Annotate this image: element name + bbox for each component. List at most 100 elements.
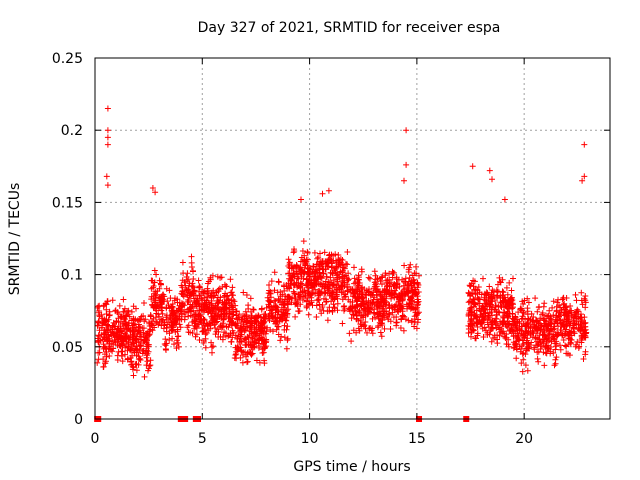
data-point xyxy=(184,278,191,284)
data-point xyxy=(241,313,248,320)
data-point xyxy=(560,337,567,343)
data-point xyxy=(362,325,369,332)
data-point xyxy=(510,301,516,308)
data-point xyxy=(106,340,113,347)
data-point xyxy=(271,287,278,294)
data-point xyxy=(561,300,568,307)
data-point xyxy=(500,289,507,296)
data-point xyxy=(516,326,523,333)
data-point xyxy=(147,313,154,320)
data-point xyxy=(96,308,103,314)
data-point xyxy=(573,297,580,304)
data-point xyxy=(510,275,516,282)
data-point xyxy=(471,303,477,310)
data-point xyxy=(407,261,414,268)
data-point xyxy=(181,288,188,294)
data-point xyxy=(103,173,110,180)
data-point xyxy=(571,330,578,337)
data-point xyxy=(353,301,360,308)
data-point xyxy=(336,271,343,278)
data-point xyxy=(370,296,377,303)
data-point xyxy=(334,293,341,300)
data-point xyxy=(240,323,247,330)
data-point xyxy=(408,294,415,301)
data-point xyxy=(481,306,488,313)
data-point xyxy=(138,313,145,320)
data-point xyxy=(547,344,554,350)
data-point xyxy=(520,301,527,307)
data-point xyxy=(469,163,476,170)
data-point xyxy=(377,291,384,298)
data-point xyxy=(342,291,348,297)
data-point xyxy=(223,283,230,290)
data-point xyxy=(144,358,151,365)
data-point xyxy=(476,305,483,312)
data-point xyxy=(378,274,385,281)
data-point xyxy=(133,339,140,346)
data-point xyxy=(503,284,510,291)
data-point xyxy=(379,281,385,288)
data-point xyxy=(550,298,557,305)
data-point xyxy=(354,293,361,300)
data-point xyxy=(191,299,198,306)
data-point xyxy=(129,352,136,359)
data-point xyxy=(582,319,589,326)
data-point xyxy=(202,344,209,351)
data-point xyxy=(356,288,363,295)
data-point xyxy=(275,297,282,303)
data-point xyxy=(126,335,133,342)
data-point xyxy=(478,320,485,327)
data-point xyxy=(191,325,198,332)
data-point xyxy=(559,321,566,328)
data-point xyxy=(523,339,530,346)
data-point xyxy=(365,310,372,317)
data-point xyxy=(163,324,170,331)
data-point xyxy=(310,264,317,270)
data-point xyxy=(110,319,117,326)
data-point xyxy=(369,315,376,322)
data-point xyxy=(532,295,539,302)
data-point xyxy=(277,293,284,300)
data-point xyxy=(266,290,273,297)
data-point xyxy=(149,185,156,191)
data-point xyxy=(103,311,110,317)
data-point xyxy=(163,285,170,292)
data-point xyxy=(581,314,588,321)
data-point xyxy=(215,294,221,301)
data-point xyxy=(259,325,266,332)
data-point xyxy=(120,296,127,303)
data-point xyxy=(228,297,235,304)
data-point xyxy=(332,251,339,258)
data-point xyxy=(126,327,133,334)
data-point xyxy=(166,337,173,343)
data-point xyxy=(499,293,506,300)
data-point xyxy=(548,338,555,345)
data-point xyxy=(400,327,407,334)
x-tick-label: 0 xyxy=(91,431,100,447)
data-point xyxy=(135,328,142,335)
data-point xyxy=(209,306,216,313)
data-point xyxy=(190,307,197,314)
data-point xyxy=(262,330,269,337)
data-point xyxy=(385,316,392,323)
data-point xyxy=(551,325,558,332)
data-point xyxy=(397,302,404,309)
data-point xyxy=(153,271,160,278)
data-point xyxy=(297,258,304,265)
data-point xyxy=(286,261,293,268)
data-point xyxy=(572,291,579,298)
data-point xyxy=(244,358,251,365)
data-point xyxy=(141,337,148,344)
data-point xyxy=(483,299,490,306)
data-point xyxy=(291,281,298,288)
data-point xyxy=(110,345,116,352)
data-point xyxy=(552,346,559,353)
data-point xyxy=(562,304,569,310)
data-point xyxy=(222,330,229,337)
data-point xyxy=(359,284,366,291)
data-point xyxy=(524,367,531,374)
data-point xyxy=(104,134,111,141)
data-point xyxy=(114,309,121,316)
data-point xyxy=(169,309,176,316)
data-point xyxy=(135,356,142,363)
